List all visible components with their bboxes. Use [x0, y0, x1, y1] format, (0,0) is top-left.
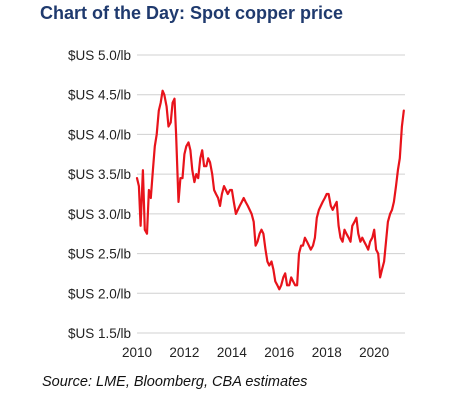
x-tick-label: 2014	[217, 345, 248, 360]
x-tick-label: 2018	[312, 345, 342, 360]
chart-plot: $US 1.5/lb $US 2.0/lb $US 2.5/lb $US 3.0/lb…	[68, 48, 405, 360]
y-tick-label: $US 4.5/lb	[68, 88, 131, 103]
y-tick-label: $US 2.0/lb	[68, 286, 131, 301]
x-tick-label: 2012	[169, 345, 199, 360]
gridlines	[137, 54, 405, 334]
y-tick-label: $US 3.0/lb	[68, 207, 131, 222]
y-tick-label: $US 4.0/lb	[68, 127, 131, 142]
copper-price-line	[135, 89, 405, 291]
chart-title: Chart of the Day: Spot copper price	[40, 3, 344, 23]
y-axis-ticks: $US 1.5/lb $US 2.0/lb $US 2.5/lb $US 3.0/lb…	[68, 48, 131, 341]
y-tick-label: $US 3.5/lb	[68, 167, 131, 182]
x-axis-ticks: 2010 2012 2014 2016 2018 2020	[122, 345, 389, 360]
x-tick-label: 2020	[359, 345, 389, 360]
y-tick-label: $US 1.5/lb	[68, 326, 131, 341]
y-tick-label: $US 5.0/lb	[68, 48, 131, 63]
source-note: Source: LME, Bloomberg, CBA estimates	[42, 374, 308, 390]
series-layer	[135, 89, 405, 291]
y-tick-label: $US 2.5/lb	[68, 247, 131, 262]
x-tick-label: 2010	[122, 345, 152, 360]
x-tick-label: 2016	[264, 345, 294, 360]
